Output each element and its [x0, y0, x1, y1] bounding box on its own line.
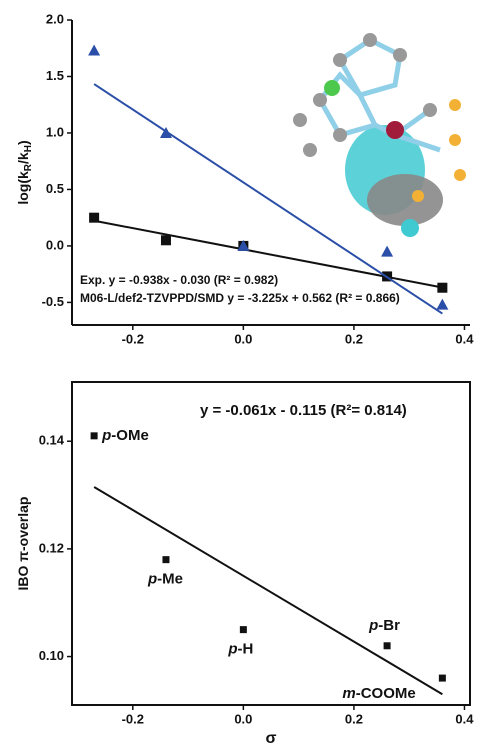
square-point: [161, 235, 171, 245]
annotation: M06-L/def2-TZVPPD/SMD y = -3.225x + 0.56…: [80, 291, 400, 305]
x-tick-label: 0.2: [345, 711, 363, 726]
point-label: p-Br: [368, 617, 400, 634]
triangle-point: [88, 45, 100, 56]
triangle-point: [436, 299, 448, 310]
square-point: [162, 556, 169, 563]
y-tick-label: 0.0: [46, 237, 64, 252]
point-label: p-H: [227, 641, 253, 658]
square-point: [439, 675, 446, 682]
x-tick-label: -0.2: [122, 331, 144, 346]
figure: 2.0 1.5 1.0 0.5 0.0 -0.5 -0.2 0.0 0.2 0.4 log(kR/k…: [0, 0, 482, 745]
x-tick-label: 0.0: [234, 331, 252, 346]
label-rest: -OMe: [111, 427, 149, 444]
y-tick-label: 0.14: [39, 433, 65, 448]
y-tick-label: 0.10: [39, 648, 64, 663]
annotation: y = -0.061x - 0.115 (R²= 0.814): [200, 402, 407, 419]
label-rest: -Br: [378, 617, 400, 634]
square-point: [437, 283, 447, 293]
x-tick-label: 0.0: [234, 711, 252, 726]
y-axis-label: log(kR/kH): [15, 140, 34, 204]
x-tick-label: -0.2: [122, 711, 144, 726]
point-label: m-COOMe: [342, 685, 415, 702]
y-axis-label-part: ): [15, 140, 31, 145]
point-label: p-OMe: [101, 427, 149, 444]
x-tick-label: 0.4: [455, 711, 474, 726]
y-axis-label-part: log(k: [15, 171, 31, 205]
label-rest: -H: [238, 641, 254, 658]
annotation: Exp. y = -0.938x - 0.030 (R² = 0.982): [80, 273, 278, 287]
y-axis-label-part: H: [23, 145, 34, 152]
point-label: p-Me: [147, 571, 183, 588]
y-tick-label: 0.12: [39, 540, 64, 555]
label-rest: -Me: [157, 571, 183, 588]
label-prefix: p: [147, 571, 157, 588]
triangle-point: [381, 246, 393, 257]
fit-line: [94, 487, 442, 694]
label-prefix: p: [101, 427, 111, 444]
molecule-illustration: [293, 33, 466, 237]
square-point: [240, 626, 247, 633]
y-tick-label: 0.5: [46, 181, 64, 196]
x-tick-label: 0.4: [455, 331, 474, 346]
y-axis-label: IBO π-overlap: [15, 497, 31, 591]
x-axis-label: σ: [266, 730, 277, 745]
y-axis-label-part: /k: [15, 152, 31, 164]
square-point: [384, 642, 391, 649]
label-prefix: p: [368, 617, 378, 634]
square-point: [89, 213, 99, 223]
y-axis-label-part: IBO π-overlap: [15, 497, 31, 591]
y-tick-label: 2.0: [46, 11, 64, 26]
y-tick-label: 1.5: [46, 68, 64, 83]
label-prefix: p: [227, 641, 237, 658]
y-tick-label: 1.0: [46, 124, 64, 139]
y-tick-label: -0.5: [42, 294, 64, 309]
label-rest: -COOMe: [356, 685, 416, 702]
square-point: [91, 432, 98, 439]
label-prefix: m: [342, 685, 355, 702]
x-tick-label: 0.2: [345, 331, 363, 346]
